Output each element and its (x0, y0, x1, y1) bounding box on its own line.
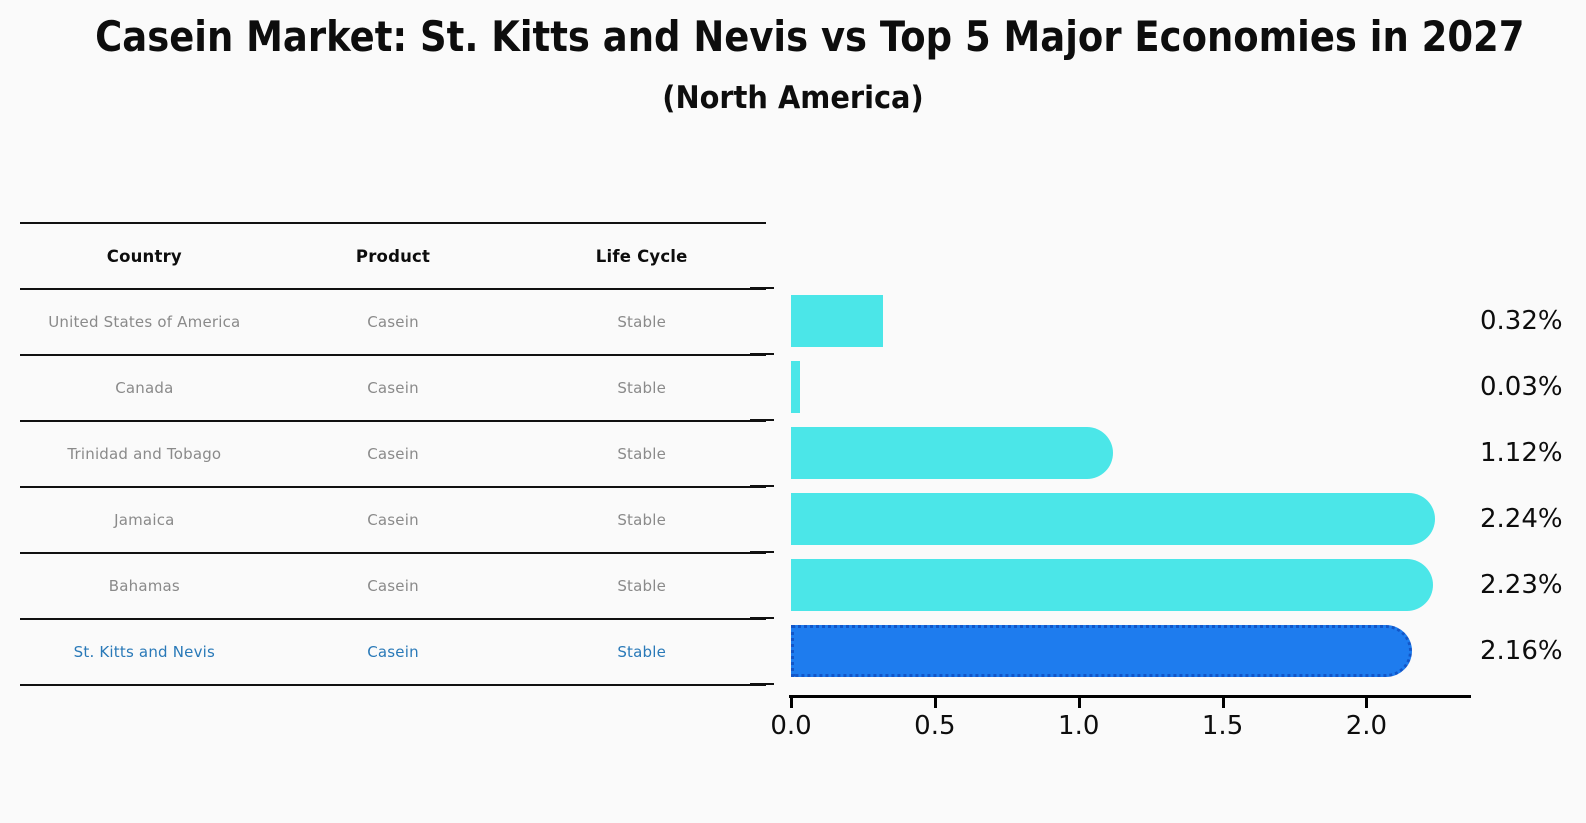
life-cycle-cell: Stable (617, 445, 667, 463)
life-cycle-cell: Stable (617, 577, 667, 595)
country-cell: Trinidad and Tobago (67, 445, 222, 463)
bar-row: 1.12% (791, 420, 1563, 486)
x-tick-label: 0.5 (914, 711, 956, 741)
column-header-country: Country (106, 246, 182, 266)
life-cycle-cell: Stable (617, 643, 667, 661)
bar-trinidad-and-tobago (791, 427, 1114, 479)
bar-row: 0.32% (791, 288, 1563, 354)
bar-chart: 0.32% 0.03% 1.12% 2.24% 2.23% 2.16% (750, 287, 1563, 741)
column-header-product: Product (355, 246, 431, 266)
value-label: 0.03% (1480, 372, 1563, 402)
y-tick (750, 617, 774, 619)
product-cell: Casein (367, 511, 419, 529)
table-row: Canada Casein Stable (20, 354, 766, 420)
product-cell: Casein (367, 577, 419, 595)
table-row-highlighted: St. Kitts and Nevis Casein Stable (20, 618, 766, 684)
bar-bahamas (791, 559, 1433, 611)
country-cell: St. Kitts and Nevis (73, 643, 216, 661)
y-tick (750, 485, 774, 487)
value-label: 2.24% (1480, 504, 1563, 534)
value-label: 2.23% (1480, 570, 1563, 600)
value-label: 1.12% (1480, 438, 1563, 468)
life-cycle-cell: Stable (617, 313, 667, 331)
product-cell: Casein (367, 313, 419, 331)
life-cycle-cell: Stable (617, 379, 667, 397)
x-tick-label: 1.0 (1058, 711, 1100, 741)
x-tick-mark (1077, 698, 1081, 708)
page-title: Casein Market: St. Kitts and Nevis vs To… (95, 12, 1525, 61)
y-tick (750, 419, 774, 421)
x-tick-mark (1365, 698, 1369, 708)
comparison-table: Country Product Life Cycle United States… (20, 222, 766, 686)
bar-united-states (791, 295, 884, 347)
page-subtitle: (North America) (662, 80, 924, 116)
country-cell: United States of America (48, 313, 241, 331)
column-header-life-cycle: Life Cycle (595, 246, 688, 266)
y-tick (750, 551, 774, 553)
bar-row: 2.16% (791, 618, 1563, 684)
country-cell: Canada (115, 379, 174, 397)
life-cycle-cell: Stable (617, 511, 667, 529)
product-cell: Casein (367, 643, 419, 661)
value-label: 0.32% (1480, 306, 1563, 336)
x-axis-line (789, 695, 1471, 698)
y-tick (750, 353, 774, 355)
x-tick-mark (790, 698, 793, 708)
x-tick-label: 1.5 (1201, 711, 1244, 741)
table-row: United States of America Casein Stable (20, 288, 766, 354)
y-tick (750, 287, 774, 289)
table-header-row: Country Product Life Cycle (20, 222, 766, 288)
x-tick-mark (1221, 698, 1225, 708)
table-row: Bahamas Casein Stable (20, 552, 766, 618)
country-cell: Jamaica (114, 511, 175, 529)
bar-st-kitts-and-nevis (791, 625, 1413, 677)
x-tick-label: 0.0 (770, 711, 812, 741)
bar-row: 0.03% (791, 354, 1563, 420)
product-cell: Casein (367, 379, 419, 397)
x-tick-mark (933, 698, 937, 708)
country-cell: Bahamas (108, 577, 180, 595)
product-cell: Casein (367, 445, 419, 463)
table-row: Trinidad and Tobago Casein Stable (20, 420, 766, 486)
y-tick (750, 683, 774, 685)
x-tick-label: 2.0 (1345, 711, 1388, 741)
bar-canada (791, 361, 800, 413)
table-row: Jamaica Casein Stable (20, 486, 766, 552)
value-label: 2.16% (1480, 636, 1563, 666)
bar-row: 2.23% (791, 552, 1563, 618)
bar-row: 2.24% (791, 486, 1563, 552)
bar-jamaica (791, 493, 1436, 545)
